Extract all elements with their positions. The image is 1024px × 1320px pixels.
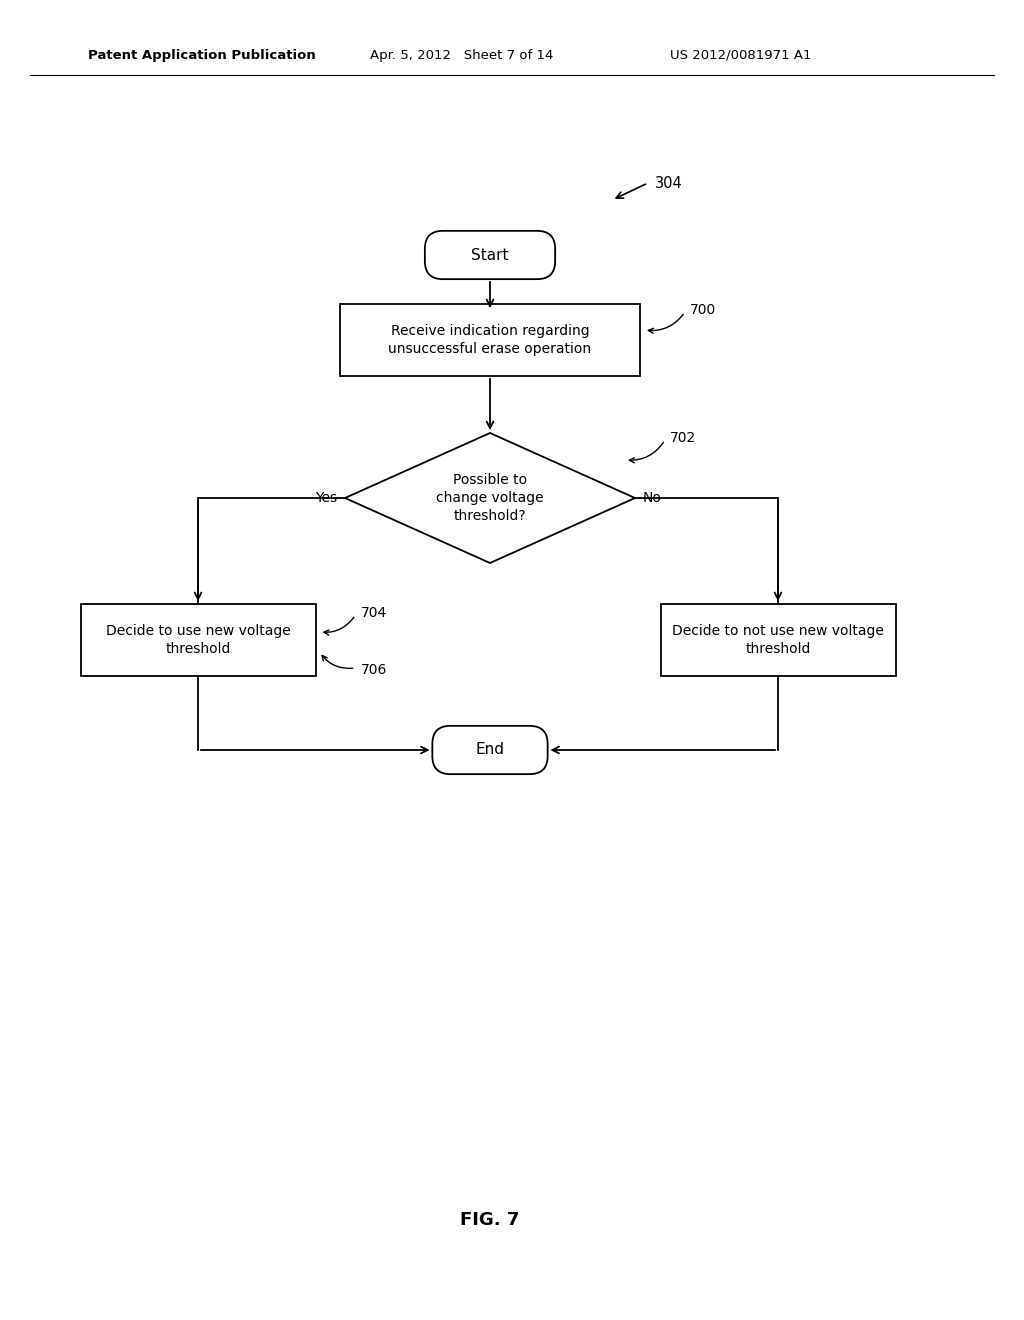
Text: Start: Start: [471, 248, 509, 263]
Text: Decide to not use new voltage
threshold: Decide to not use new voltage threshold: [672, 624, 884, 656]
Polygon shape: [345, 433, 635, 564]
Text: 704: 704: [360, 606, 387, 620]
Text: FIG. 7: FIG. 7: [461, 1210, 520, 1229]
FancyBboxPatch shape: [425, 231, 555, 279]
Text: Apr. 5, 2012   Sheet 7 of 14: Apr. 5, 2012 Sheet 7 of 14: [370, 49, 553, 62]
Text: 304: 304: [655, 176, 683, 190]
Bar: [660, 605, 896, 676]
Text: 702: 702: [670, 432, 696, 445]
Text: Possible to
change voltage
threshold?: Possible to change voltage threshold?: [436, 473, 544, 524]
Bar: [340, 304, 640, 376]
Text: US 2012/0081971 A1: US 2012/0081971 A1: [670, 49, 811, 62]
Text: 700: 700: [690, 304, 716, 317]
FancyBboxPatch shape: [432, 726, 548, 774]
Bar: [81, 605, 315, 676]
Text: Yes: Yes: [314, 491, 337, 506]
Text: Decide to use new voltage
threshold: Decide to use new voltage threshold: [105, 624, 291, 656]
Text: Patent Application Publication: Patent Application Publication: [88, 49, 315, 62]
Text: No: No: [643, 491, 662, 506]
Text: 706: 706: [360, 663, 387, 677]
Text: Receive indication regarding
unsuccessful erase operation: Receive indication regarding unsuccessfu…: [388, 323, 592, 356]
Text: End: End: [475, 742, 505, 758]
